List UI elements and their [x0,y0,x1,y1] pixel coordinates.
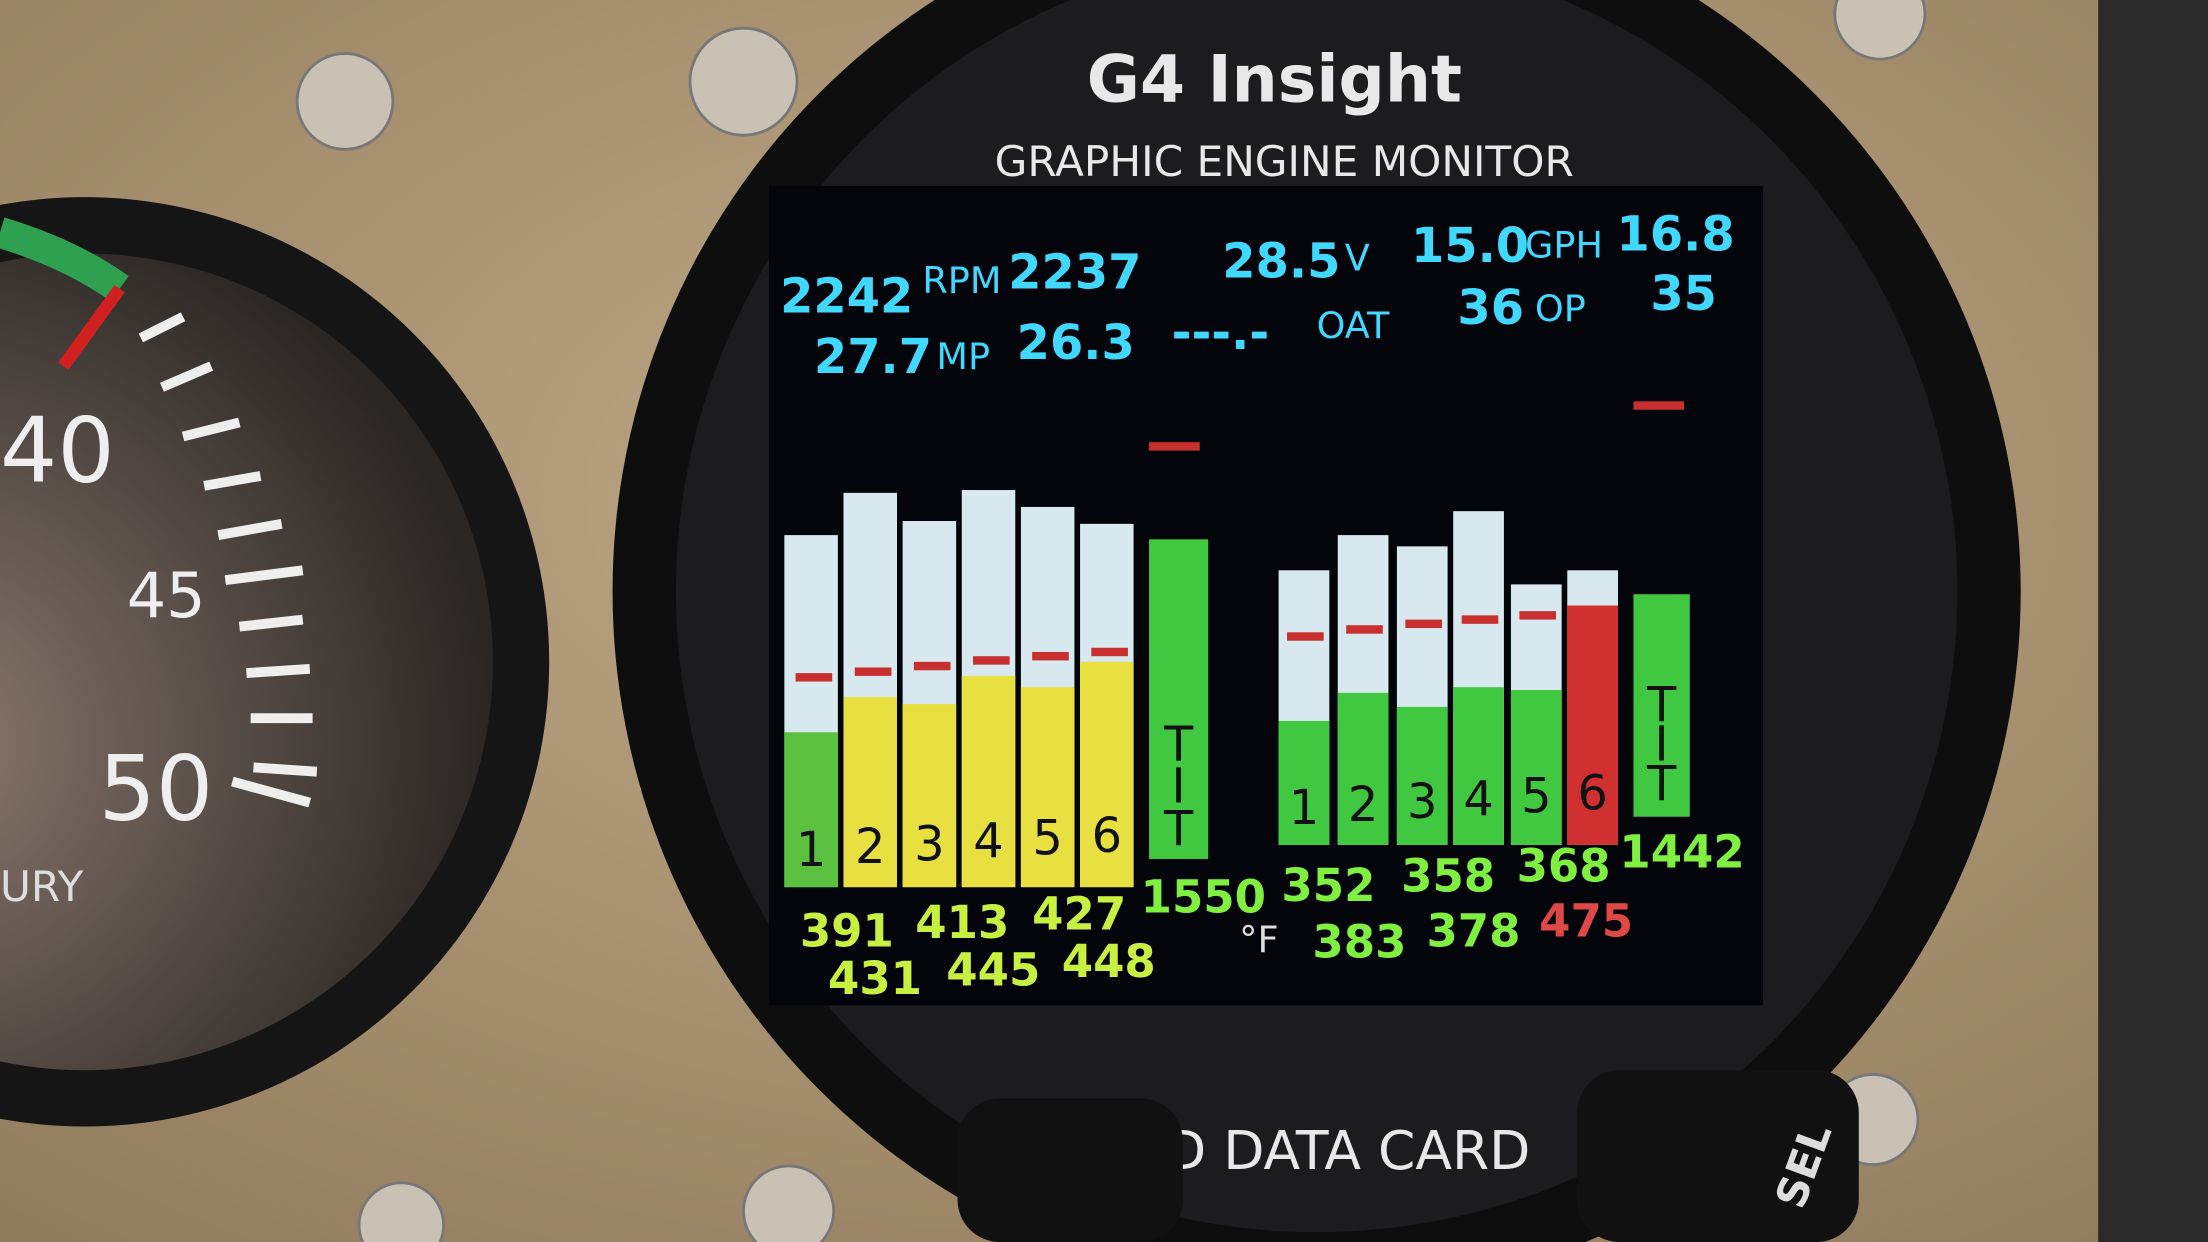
knob[interactable] [957,1098,1183,1242]
temp-value: 358 [1401,849,1495,902]
gauge-mark: 45 [127,559,206,632]
knob[interactable] [1577,1070,1859,1242]
bar-label: 3 [914,817,944,872]
right-bars [1278,401,1690,845]
bar-label: 1 [796,823,826,878]
temp-value: 368 [1517,840,1611,893]
bar-label: 4 [1463,772,1493,827]
gauge-redline [58,284,125,370]
bar-label: 4 [973,815,1003,870]
readout: V [1345,236,1370,279]
readout: RPM [922,259,1001,302]
temp-value: 378 [1426,904,1520,957]
readout: 35 [1650,267,1717,322]
gauge-caption: URY [0,862,84,911]
bar-label: 2 [855,820,885,875]
readout: OAT [1317,304,1390,347]
temp-value: 431 [828,952,922,1005]
bar-label: 1 [1289,781,1319,836]
readout: 28.5 [1222,234,1340,289]
subtitle: GRAPHIC ENGINE MONITOR [995,137,1574,186]
panel-edge [2098,0,2208,1242]
readout: ---.- [1172,306,1270,361]
readout: OP [1535,287,1586,330]
temp-value: 383 [1312,916,1406,969]
temp-value: 427 [1032,887,1126,940]
gauge-mark: 40 [0,399,115,504]
readout: GPH [1525,224,1603,267]
bar-label: 2 [1348,778,1378,833]
readout: 26.3 [1017,316,1135,371]
gauge-mark: 50 [99,737,214,842]
screws [295,0,1927,1242]
bar-label: 6 [1092,809,1122,864]
temp-value: 1550 [1141,870,1266,923]
temp-value: 475 [1539,894,1633,947]
temp-value: °F [1239,918,1278,961]
gauge-arc [0,217,129,302]
readout: 36 [1457,281,1524,336]
gauge-ticks [138,312,318,808]
bar-label: 3 [1407,775,1437,830]
readout: 2242 [780,270,913,325]
card-slot: SD DATA CARD [1131,1119,1530,1182]
bar-label: 5 [1032,812,1062,867]
readout: 16.8 [1617,208,1735,263]
readout: MP [936,335,990,378]
readout: 27.7 [814,330,932,385]
temp-value: 1442 [1619,825,1744,878]
readout: 15.0 [1411,219,1529,274]
temp-value: 445 [946,944,1040,997]
bar-label: 6 [1577,767,1607,822]
temp-value: 413 [915,896,1009,949]
readout: 2237 [1008,246,1141,301]
temp-value: 391 [800,904,894,957]
left-bars [784,442,1209,888]
temp-value: 352 [1281,859,1375,912]
temp-value: 448 [1062,935,1156,988]
bar-label: 5 [1521,770,1551,825]
gauge-face [0,253,493,1071]
brand: G4 Insight [1087,42,1462,117]
